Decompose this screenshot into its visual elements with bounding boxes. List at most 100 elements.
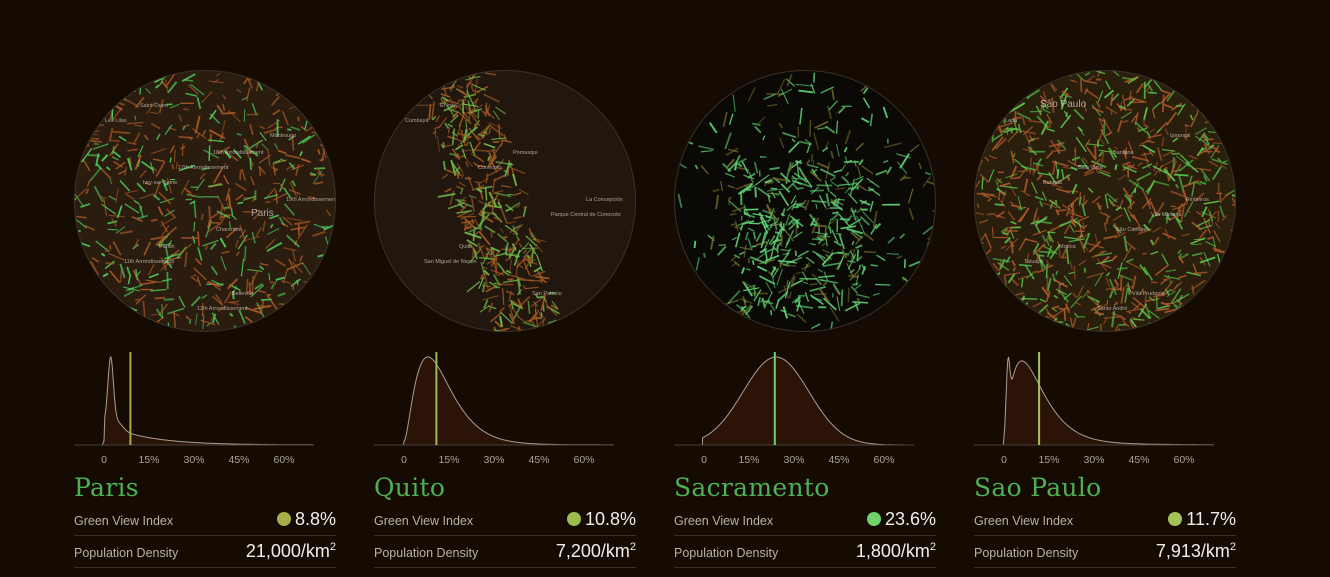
street-segment bbox=[250, 284, 265, 298]
street-segment bbox=[275, 276, 286, 281]
street-segment bbox=[1023, 315, 1039, 323]
street-segment bbox=[1051, 160, 1069, 168]
city-card-sao-paulo[interactable]: São Paulo Santana Pinheiros Mooca Vila Prude… bbox=[974, 0, 1236, 577]
street-segment bbox=[213, 168, 223, 184]
street-segment bbox=[150, 218, 158, 222]
city-map[interactable]: Saint-Ouen 18th Arrondissement 19th Arrond… bbox=[74, 68, 336, 334]
axis-tick-label: 45% bbox=[528, 454, 549, 466]
street-segment bbox=[1201, 132, 1206, 139]
street-segment bbox=[517, 315, 525, 322]
street-segment bbox=[1179, 153, 1190, 164]
street-segment bbox=[196, 96, 202, 110]
street-segment bbox=[301, 262, 312, 276]
street-segment bbox=[994, 137, 1007, 150]
street-segment bbox=[513, 331, 524, 332]
street-segment bbox=[508, 291, 513, 302]
street-segment bbox=[451, 161, 461, 175]
city-card-sacramento[interactable]: 0 15% 30% 45% 60% Sacramento Green View Inde… bbox=[674, 0, 936, 577]
city-map[interactable]: El Inca Pomasqui La Concepción Quito San Pat… bbox=[374, 68, 636, 334]
city-map[interactable] bbox=[674, 68, 936, 334]
street-segment bbox=[986, 212, 996, 216]
street-segment bbox=[170, 311, 180, 317]
street-segment bbox=[680, 73, 688, 78]
street-segment bbox=[493, 174, 505, 182]
street-segment bbox=[976, 203, 980, 208]
street-segment bbox=[1114, 164, 1118, 171]
street-segment bbox=[1055, 160, 1059, 174]
street-segment bbox=[777, 284, 795, 294]
street-segment bbox=[1131, 275, 1137, 290]
street-segment bbox=[207, 280, 221, 288]
street-segment bbox=[202, 314, 205, 330]
street-segment bbox=[1231, 194, 1236, 198]
street-segment bbox=[1114, 231, 1126, 239]
street-segment bbox=[810, 153, 814, 162]
street-segment bbox=[457, 199, 473, 208]
street-segment bbox=[1177, 294, 1184, 303]
street-segment bbox=[444, 187, 452, 193]
street-segment bbox=[1003, 127, 1018, 134]
map-place-label: Mooca bbox=[1059, 244, 1076, 250]
street-segment bbox=[124, 189, 138, 194]
street-segment bbox=[1117, 261, 1123, 279]
street-segment bbox=[289, 181, 298, 198]
population-number: 7,913 bbox=[1155, 541, 1201, 561]
street-segment bbox=[201, 91, 213, 104]
street-segment bbox=[1217, 101, 1225, 109]
city-name: Quito bbox=[374, 473, 446, 502]
street-segment bbox=[925, 268, 931, 273]
street-segment bbox=[1096, 259, 1113, 265]
street-segment bbox=[809, 285, 826, 292]
street-segment bbox=[855, 244, 863, 249]
street-segment bbox=[288, 258, 297, 275]
street-segment bbox=[775, 242, 781, 250]
street-segment bbox=[167, 81, 178, 94]
street-segment bbox=[275, 189, 278, 204]
street-segment bbox=[182, 124, 190, 128]
street-segment bbox=[291, 249, 297, 262]
street-segment bbox=[1136, 127, 1141, 131]
street-segment bbox=[995, 298, 1000, 316]
street-segment bbox=[1178, 333, 1189, 334]
street-segment bbox=[1063, 307, 1067, 321]
street-segment bbox=[456, 132, 472, 139]
street-segment bbox=[488, 305, 497, 310]
street-segment bbox=[494, 252, 508, 258]
street-segment bbox=[279, 183, 284, 190]
street-segment bbox=[804, 199, 810, 211]
street-segment bbox=[835, 187, 846, 190]
street-segment bbox=[1131, 155, 1150, 162]
street-segment bbox=[1002, 317, 1008, 325]
street-segment bbox=[280, 85, 286, 91]
street-segment bbox=[1021, 165, 1036, 171]
street-segment bbox=[183, 187, 194, 198]
street-segment bbox=[1153, 180, 1170, 187]
street-segment bbox=[740, 215, 743, 221]
street-segment bbox=[1135, 82, 1145, 94]
street-segment bbox=[1165, 269, 1177, 273]
street-segment bbox=[1063, 275, 1073, 287]
street-segment bbox=[461, 148, 467, 159]
street-segment bbox=[861, 165, 874, 175]
street-segment bbox=[501, 248, 516, 251]
street-segment bbox=[1211, 158, 1228, 166]
street-segment bbox=[470, 196, 475, 212]
street-segment bbox=[508, 331, 512, 332]
street-segment bbox=[764, 254, 780, 262]
city-card-paris[interactable]: Saint-Ouen 18th Arrondissement 19th Arrond… bbox=[74, 0, 336, 577]
street-segment bbox=[1226, 70, 1232, 74]
street-segment bbox=[1035, 164, 1041, 177]
street-segment bbox=[313, 181, 324, 185]
street-segment bbox=[464, 231, 482, 239]
street-segment bbox=[1061, 90, 1070, 97]
street-segment bbox=[1053, 294, 1059, 299]
city-map[interactable]: São Paulo Santana Pinheiros Mooca Vila Prude… bbox=[974, 68, 1236, 334]
street-segment bbox=[844, 186, 852, 194]
street-segment bbox=[129, 156, 132, 166]
street-segment bbox=[312, 103, 327, 115]
street-segment bbox=[1147, 133, 1163, 139]
city-card-quito[interactable]: El Inca Pomasqui La Concepción Quito San Pat… bbox=[374, 0, 636, 577]
street-segment bbox=[1105, 285, 1119, 291]
street-segment bbox=[908, 83, 914, 98]
street-segment bbox=[117, 317, 132, 321]
